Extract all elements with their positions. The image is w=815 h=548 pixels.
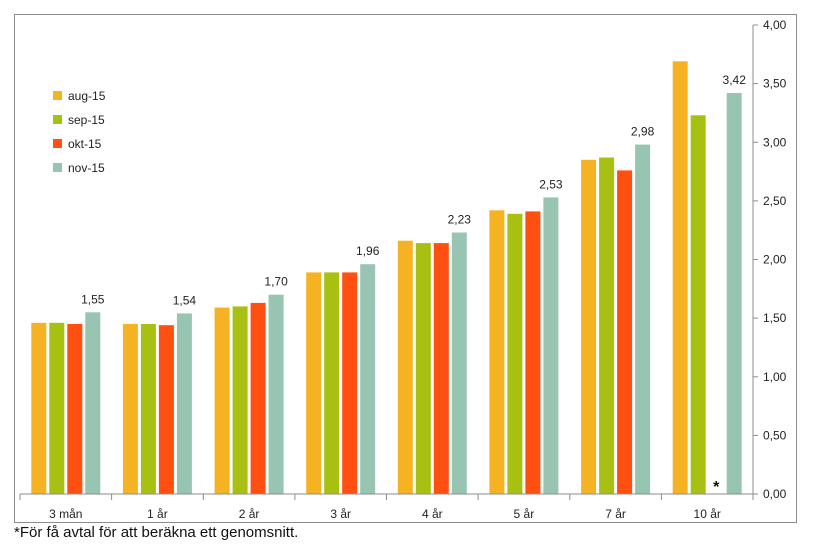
missing-value-marker: * [713,479,720,496]
x-tick-label-1: 1 år [147,507,168,521]
bar-nov-15-5 [543,197,559,494]
legend-label-sep-15: sep-15 [68,113,105,127]
data-label-2: 1,70 [264,275,288,289]
bar-aug-15-4 [397,240,413,494]
x-tick-label-7: 10 år [694,507,721,521]
y-tick-label-2: 1,00 [763,370,787,384]
bar-okt-15-5 [525,211,541,494]
x-tick-label-4: 4 år [422,507,443,521]
bar-aug-15-0 [31,322,47,494]
bar-nov-15-4 [451,232,467,494]
legend-swatch-sep-15 [53,115,62,124]
bar-okt-15-2 [250,302,266,494]
data-label-1: 1,54 [173,293,197,307]
legend-swatch-okt-15 [53,139,62,148]
y-tick-label-6: 3,00 [763,135,787,149]
bar-nov-15-1 [176,313,192,494]
x-tick-label-0: 3 mån [49,507,82,521]
bar-okt-15-6 [617,170,633,494]
y-tick-label-7: 3,50 [763,77,787,91]
bar-nov-15-3 [360,264,376,494]
bar-sep-15-3 [324,272,340,494]
bar-chart: * 1,55 1,54 1,70 1,96 2,23 2,53 2,98 3,42 3 mån 1 … [19,18,787,521]
bar-sep-15-7 [690,115,706,495]
y-tick-label-0: 0,00 [763,487,787,501]
bar-sep-15-5 [507,213,523,495]
data-label-4: 2,23 [448,213,472,227]
x-tick-label-6: 7 år [605,507,626,521]
chart-frame: * 1,55 1,54 1,70 1,96 2,23 2,53 2,98 3,42 3 mån 1 … [14,14,797,523]
data-label-6: 2,98 [631,125,655,139]
data-label-0: 1,55 [81,292,105,306]
bar-sep-15-2 [232,306,248,494]
y-tick-label-3: 1,50 [763,311,787,325]
bar-sep-15-0 [49,322,65,494]
bar-aug-15-5 [489,210,505,495]
bar-okt-15-4 [433,243,449,494]
bar-aug-15-1 [122,324,138,494]
x-tick-label-2: 2 år [239,507,260,521]
legend-swatch-aug-15 [53,91,62,100]
legend-label-okt-15: okt-15 [68,137,102,151]
bar-okt-15-1 [158,325,174,494]
bar-sep-15-6 [599,157,615,494]
bar-nov-15-6 [635,144,651,494]
bar-nov-15-0 [85,312,101,494]
data-label-5: 2,53 [539,177,563,191]
bar-okt-15-3 [342,272,358,494]
bar-sep-15-4 [415,243,431,494]
bar-aug-15-3 [306,272,322,494]
x-tick-label-5: 5 år [514,507,535,521]
bar-aug-15-6 [581,159,597,495]
bar-sep-15-1 [140,324,156,494]
bar-aug-15-2 [214,307,230,494]
x-tick-label-3: 3 år [330,507,351,521]
bar-aug-15-7 [672,61,688,495]
y-tick-label-4: 2,00 [763,253,787,267]
y-tick-label-1: 0,50 [763,428,787,442]
y-tick-label-5: 2,50 [763,194,787,208]
bar-okt-15-0 [67,324,83,494]
y-tick-label-8: 4,00 [763,18,787,32]
data-label-3: 1,96 [356,244,380,258]
legend-label-aug-15: aug-15 [68,89,106,103]
chart-footnote: *För få avtal för att beräkna ett genoms… [14,524,299,541]
bar-nov-15-7 [726,93,742,494]
legend-label-nov-15: nov-15 [68,161,105,175]
legend-swatch-nov-15 [53,163,62,172]
bar-nov-15-2 [268,294,284,494]
data-label-7: 3,42 [723,73,747,87]
